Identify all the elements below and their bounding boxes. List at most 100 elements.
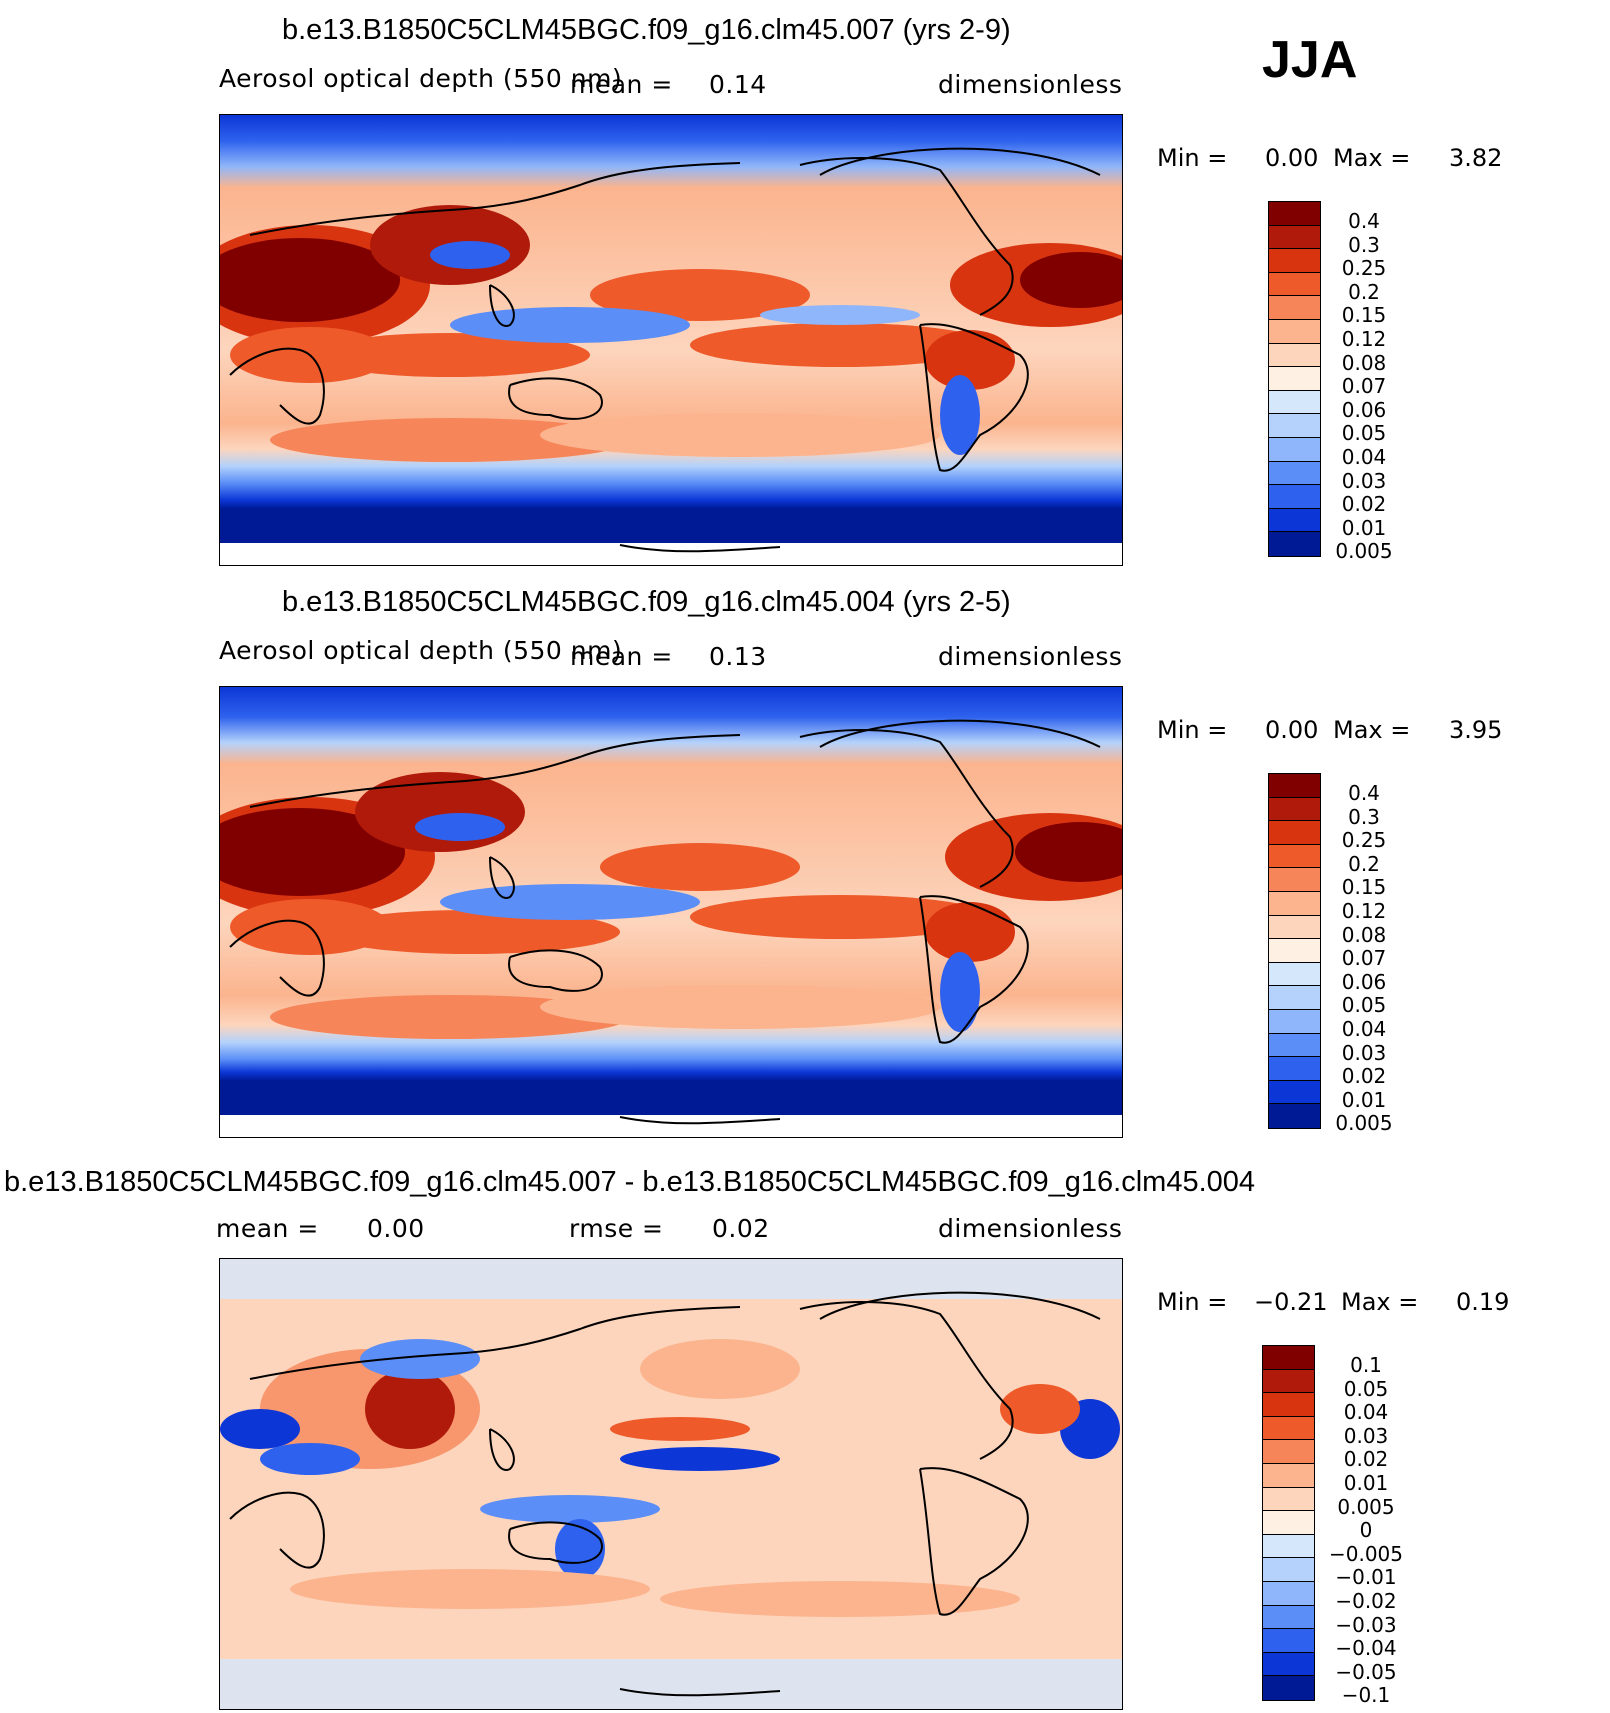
colorbar-segment <box>1269 774 1320 798</box>
panel-1-units: dimensionless <box>938 70 1123 99</box>
panel-3-rmse-label: rmse = <box>569 1214 664 1243</box>
colorbar-segment <box>1269 821 1320 845</box>
panel-2-units: dimensionless <box>938 642 1123 671</box>
colorbar-level-label: 0.1 <box>1350 1353 1382 1378</box>
colorbar-level-label: 0.08 <box>1341 350 1387 375</box>
colorbar-segment <box>1269 461 1320 486</box>
colorbar-level-label: 0.01 <box>1341 1087 1387 1112</box>
panel-3-rmse-value: 0.02 <box>712 1214 770 1243</box>
colorbar-segment <box>1269 962 1320 987</box>
colorbar-segment <box>1263 1629 1314 1653</box>
colorbar-segment <box>1269 986 1320 1010</box>
colorbar-level-label: 0.07 <box>1341 374 1387 399</box>
colorbar-level-label: 0.4 <box>1348 209 1380 234</box>
colorbar-segment <box>1269 414 1320 438</box>
colorbar-level-label: 0.005 <box>1335 539 1393 564</box>
panel-3-min-value: −0.21 <box>1254 1288 1328 1316</box>
colorbar-segment <box>1269 438 1320 462</box>
colorbar-level-label: 0.03 <box>1341 468 1387 493</box>
colorbar-segment <box>1269 868 1320 892</box>
colorbar-level-label: 0.01 <box>1343 1471 1389 1496</box>
panel-2-mean-label: mean = <box>570 642 673 671</box>
panel-3-colorbar <box>1262 1345 1315 1701</box>
colorbar-level-label: 0.15 <box>1341 875 1387 900</box>
panel-2-max-value: 3.95 <box>1449 716 1503 744</box>
panel-1-mean-value: 0.14 <box>709 70 767 99</box>
panel-2-min-value: 0.00 <box>1265 716 1319 744</box>
colorbar-level-label: 0.07 <box>1341 946 1387 971</box>
colorbar-segment <box>1269 1104 1320 1128</box>
colorbar-level-label: −0.005 <box>1328 1541 1403 1566</box>
panel-1-min-value: 0.00 <box>1265 144 1319 172</box>
panel-3-colorbar-labels: 0.1 0.05 0.04 0.03 0.02 0.01 0.005 0 −0.005 −0.01… <box>1321 1345 1411 1707</box>
colorbar-segment <box>1269 915 1320 940</box>
panel-1-map-field <box>220 115 1122 565</box>
colorbar-level-label: 0.15 <box>1341 303 1387 328</box>
panel-3-title: b.e13.B1850C5CLM45BGC.f09_g16.clm45.007 … <box>4 1166 1256 1198</box>
colorbar-segment <box>1269 939 1320 963</box>
colorbar-segment <box>1269 797 1320 822</box>
colorbar-segment <box>1263 1534 1314 1559</box>
colorbar-segment <box>1263 1582 1314 1606</box>
colorbar-level-label: 0.005 <box>1335 1111 1393 1136</box>
colorbar-segment <box>1263 1605 1314 1630</box>
colorbar-level-label: 0.08 <box>1341 922 1387 947</box>
colorbar-level-label: 0.06 <box>1341 969 1387 994</box>
colorbar-level-label: 0.02 <box>1341 492 1387 517</box>
panel-1-title: b.e13.B1850C5CLM45BGC.f09_g16.clm45.007 … <box>282 14 1011 46</box>
panel-1-max-label: Max = <box>1333 144 1411 172</box>
panel-2-min-label: Min = <box>1157 716 1228 744</box>
colorbar-level-label: −0.05 <box>1335 1659 1397 1684</box>
colorbar-level-label: 0.04 <box>1341 1017 1387 1042</box>
colorbar-segment <box>1269 320 1320 344</box>
panel-2-map-field <box>220 687 1122 1137</box>
panel-3-min-label: Min = <box>1157 1288 1228 1316</box>
colorbar-level-label: 0.05 <box>1343 1376 1389 1401</box>
colorbar-level-label: 0.3 <box>1348 232 1380 257</box>
colorbar-segment <box>1269 485 1320 509</box>
colorbar-level-label: −0.01 <box>1335 1565 1397 1590</box>
colorbar-level-label: −0.04 <box>1335 1636 1397 1661</box>
colorbar-level-label: 0.005 <box>1337 1494 1395 1519</box>
panel-2-mean-value: 0.13 <box>709 642 767 671</box>
colorbar-level-label: 0.4 <box>1348 781 1380 806</box>
panel-3-mean-label: mean = <box>216 1214 319 1243</box>
colorbar-segment <box>1269 272 1320 297</box>
colorbar-level-label: 0.3 <box>1348 804 1380 829</box>
colorbar-segment <box>1263 1652 1314 1677</box>
panel-1-max-value: 3.82 <box>1449 144 1503 172</box>
colorbar-segment <box>1263 1676 1314 1700</box>
panel-2-colorbar-labels: 0.4 0.3 0.25 0.2 0.15 0.12 0.08 0.07 0.06 0.05 0.0… <box>1319 773 1409 1135</box>
colorbar-segment <box>1269 508 1320 533</box>
colorbar-level-label: 0.2 <box>1348 279 1380 304</box>
season-label: JJA <box>1262 31 1358 89</box>
colorbar-segment <box>1263 1393 1314 1417</box>
colorbar-level-label: 0.06 <box>1341 397 1387 422</box>
colorbar-segment <box>1269 844 1320 869</box>
colorbar-level-label: 0.12 <box>1341 899 1387 924</box>
colorbar-level-label: 0.25 <box>1341 256 1387 281</box>
panel-2-max-label: Max = <box>1333 716 1411 744</box>
colorbar-segment <box>1269 367 1320 391</box>
panel-2-map <box>219 686 1123 1138</box>
panel-1-min-label: Min = <box>1157 144 1228 172</box>
colorbar-level-label: 0.25 <box>1341 828 1387 853</box>
colorbar-segment <box>1269 1010 1320 1034</box>
panel-3-max-value: 0.19 <box>1456 1288 1510 1316</box>
colorbar-segment <box>1269 390 1320 415</box>
colorbar-segment <box>1263 1558 1314 1582</box>
panel-1-variable: Aerosol optical depth (550 nm) <box>219 64 623 93</box>
colorbar-segment <box>1263 1440 1314 1464</box>
colorbar-segment <box>1269 892 1320 916</box>
panel-3-units: dimensionless <box>938 1214 1123 1243</box>
panel-2-title: b.e13.B1850C5CLM45BGC.f09_g16.clm45.004 … <box>282 586 1011 618</box>
colorbar-level-label: 0.03 <box>1341 1040 1387 1065</box>
panel-2-colorbar <box>1268 773 1321 1129</box>
colorbar-level-label: 0 <box>1359 1518 1373 1543</box>
colorbar-level-label: 0.03 <box>1343 1423 1389 1448</box>
panel-2-variable: Aerosol optical depth (550 nm) <box>219 636 623 665</box>
colorbar-segment <box>1269 1057 1320 1081</box>
panel-3-mean-value: 0.00 <box>367 1214 425 1243</box>
colorbar-level-label: 0.12 <box>1341 327 1387 352</box>
panel-3-max-label: Max = <box>1341 1288 1419 1316</box>
